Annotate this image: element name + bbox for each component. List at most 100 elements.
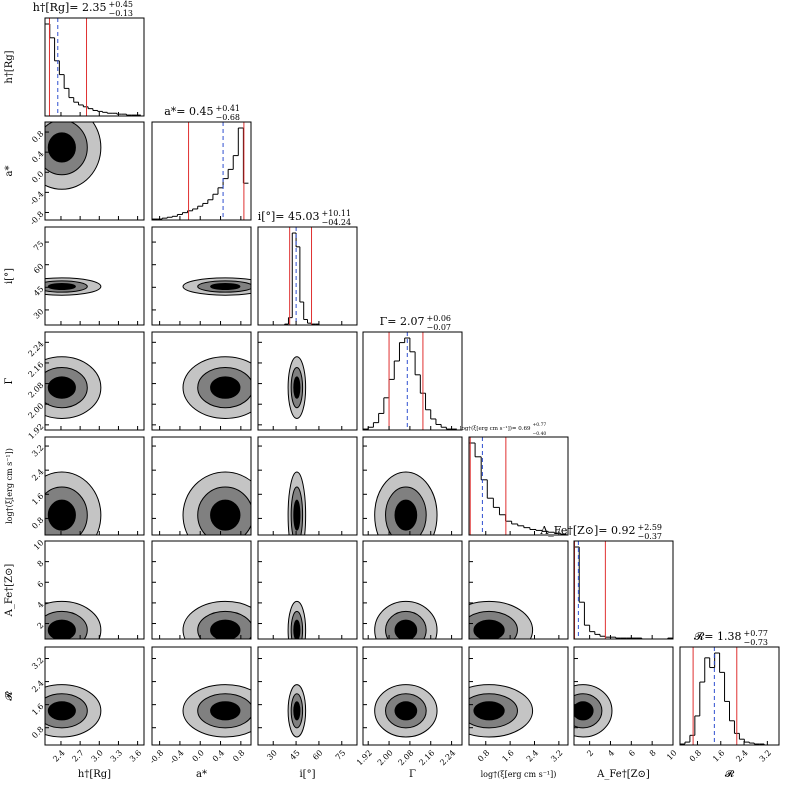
contour — [394, 499, 418, 531]
y-tick-label: 0.8 — [30, 516, 45, 531]
panel-frame — [44, 436, 145, 536]
title-minus: −0.07 — [427, 323, 452, 332]
contours — [287, 356, 307, 419]
y-tick-label: 0.0 — [30, 169, 45, 184]
y-tick-label: 1.6 — [30, 702, 45, 717]
x-axis-label: a* — [196, 769, 207, 780]
panel — [151, 331, 252, 431]
contours — [287, 684, 307, 738]
contour — [210, 376, 241, 399]
panel — [257, 540, 358, 640]
x-tick-label: 0.0 — [191, 748, 206, 763]
x-tick-label: 0.8 — [231, 748, 246, 763]
panel-frame — [362, 331, 463, 431]
panel: 0.8 1.6 2.4 3.2 2.4 2.7 3.0 3.3 3.6 — [30, 646, 145, 764]
panel-frame — [44, 646, 145, 746]
title-plus: +0.77 — [744, 629, 769, 638]
title-minus: −04.24 — [322, 218, 352, 227]
title-minus: −0.73 — [744, 638, 769, 647]
panel-frame — [362, 436, 463, 536]
contours — [45, 600, 102, 639]
x-tick-label: 3.2 — [758, 748, 773, 763]
x-tick-label: 2.4 — [51, 748, 66, 763]
panel — [257, 436, 358, 536]
y-tick-label: 2.4 — [30, 467, 45, 482]
contours — [45, 684, 102, 738]
contours — [182, 600, 251, 639]
panel-frame — [44, 540, 145, 640]
y-tick-label: 10 — [32, 538, 46, 552]
panel: 2 4 6 8 10 — [573, 646, 679, 762]
panel-frame — [151, 121, 252, 221]
y-axis-label: a* — [4, 166, 15, 177]
contours — [374, 600, 438, 639]
x-axis-label: h†[Rg] — [78, 769, 111, 780]
contours — [469, 684, 534, 738]
x-tick-label: 2.4 — [734, 748, 749, 763]
y-tick-label: -0.4 — [28, 190, 45, 207]
x-tick-label: 30 — [265, 748, 279, 762]
panel: 1.922.002.082.162.24 — [27, 331, 145, 441]
contour — [210, 701, 241, 721]
x-tick-label: 0.8 — [476, 748, 491, 763]
contour — [210, 619, 241, 639]
x-axis-label: Γ — [409, 769, 416, 780]
panel-frame — [468, 646, 569, 746]
panel-frame — [257, 540, 358, 640]
y-axis-label: i[°] — [4, 268, 15, 284]
panel — [44, 17, 145, 117]
panel-title: Γ= 2.07 — [380, 315, 425, 328]
y-tick-label: 75 — [32, 239, 46, 253]
title-minus: −0.37 — [638, 532, 663, 541]
contour — [210, 499, 241, 531]
panel-frame — [679, 646, 780, 746]
title-minus: −0.40 — [533, 431, 547, 437]
y-tick-label: 0.8 — [30, 725, 45, 740]
x-tick-label: 3.2 — [549, 748, 564, 763]
contour — [47, 619, 76, 639]
contour — [47, 132, 76, 163]
panel-frame — [44, 121, 145, 221]
contour — [473, 701, 505, 721]
contour — [293, 376, 301, 399]
x-tick-label: 8 — [648, 748, 658, 758]
panel-frame — [151, 436, 252, 536]
panel-frame — [573, 540, 674, 640]
contours — [574, 684, 613, 738]
contours — [182, 277, 251, 296]
panel-frame — [257, 331, 358, 431]
panel: 0.8 1.6 2.4 3.2 — [679, 646, 780, 764]
panel — [362, 540, 463, 640]
y-tick-label: 6 — [36, 579, 46, 589]
panel — [573, 540, 674, 640]
y-axis-label: h†[Rg] — [4, 50, 15, 83]
contour — [210, 283, 241, 291]
x-tick-label: 1.92 — [355, 748, 374, 767]
x-tick-label: 2.16 — [417, 748, 436, 767]
contour — [394, 619, 418, 639]
panel: 2 4 6 8 10 — [32, 538, 145, 640]
x-tick-label: 0.4 — [211, 748, 226, 763]
y-axis-label: 𝓡 — [3, 691, 15, 701]
x-tick-label: 2.7 — [70, 748, 85, 763]
y-tick-label: 2 — [36, 621, 46, 631]
title-minus: −0.68 — [216, 113, 241, 122]
title-plus: +0.06 — [427, 314, 452, 323]
panel — [151, 121, 252, 221]
panel — [468, 540, 569, 640]
title-plus: +0.45 — [109, 0, 134, 9]
x-tick-label: 60 — [311, 748, 325, 762]
y-tick-label: 3.2 — [30, 656, 45, 671]
panel-title: h†[Rg]= 2.35 — [33, 1, 107, 14]
x-tick-label: 3.0 — [90, 748, 105, 763]
contours — [45, 277, 102, 296]
panel-frame — [257, 646, 358, 746]
y-tick-label: 45 — [32, 284, 46, 298]
x-tick-label: 2.24 — [438, 748, 457, 767]
y-tick-label: 0.8 — [30, 129, 45, 144]
x-tick-label: -0.4 — [168, 748, 185, 765]
contour — [293, 499, 301, 531]
contour — [394, 701, 418, 721]
